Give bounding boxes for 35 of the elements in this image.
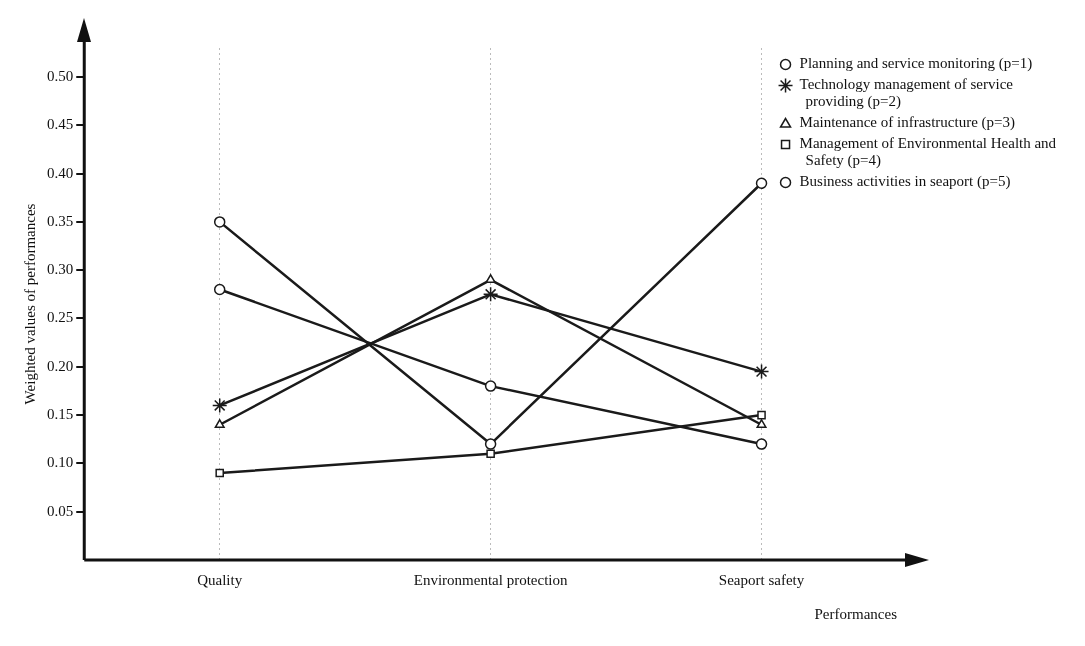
y-axis-title: Weighted values of performances bbox=[21, 203, 38, 405]
legend-label: Maintenance of infrastructure (p=3) bbox=[799, 114, 1015, 132]
point bbox=[482, 286, 499, 303]
legend-label: Planning and service monitoring (p=1) bbox=[799, 55, 1033, 73]
x-tick-label: Seaport safety bbox=[718, 571, 805, 588]
point bbox=[757, 410, 766, 420]
y-tick-label: 0.50 bbox=[47, 67, 74, 84]
point bbox=[214, 419, 225, 429]
legend-label: Technology management of service providing (p=2) bbox=[799, 76, 1014, 111]
y-tick-label: 0.15 bbox=[47, 406, 74, 423]
point bbox=[484, 380, 497, 392]
x-tick-label: Quality bbox=[197, 571, 243, 588]
point bbox=[753, 363, 770, 380]
point bbox=[755, 177, 768, 189]
legend-label: Management of Environmental Health and Safety (p=4) bbox=[799, 135, 1057, 170]
point bbox=[755, 438, 768, 450]
x-tick-label: Environmental protection bbox=[413, 571, 568, 588]
x-axis-title: Performances bbox=[814, 605, 898, 622]
point bbox=[485, 274, 496, 284]
point bbox=[213, 283, 226, 296]
point bbox=[211, 397, 228, 414]
point bbox=[484, 438, 497, 450]
y-tick-label: 0.10 bbox=[47, 454, 74, 471]
y-tick-label: 0.20 bbox=[47, 357, 74, 374]
y-tick-label: 0.40 bbox=[47, 164, 74, 181]
y-tick-label: 0.05 bbox=[47, 502, 74, 519]
y-tick-label: 0.45 bbox=[47, 116, 74, 133]
y-tick-label: 0.25 bbox=[47, 309, 74, 326]
point bbox=[213, 216, 226, 228]
y-tick-label: 0.35 bbox=[47, 212, 74, 229]
point bbox=[215, 468, 224, 478]
y-tick-label: 0.30 bbox=[47, 261, 74, 278]
point bbox=[486, 449, 495, 459]
point bbox=[756, 419, 767, 429]
legend-label: Business activities in seaport (p=5) bbox=[799, 173, 1011, 191]
